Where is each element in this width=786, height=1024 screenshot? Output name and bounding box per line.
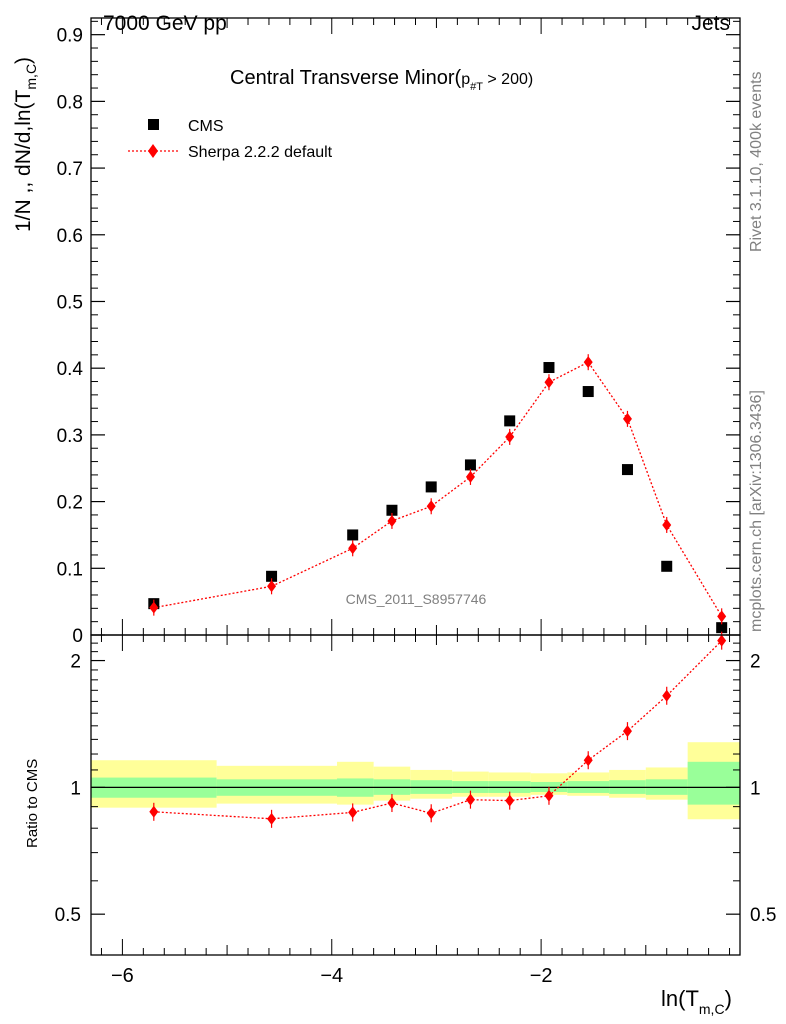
main-y-tick-label: 0.6 (57, 226, 83, 247)
mc-data-point (465, 470, 475, 483)
ratio-plot: 0.5 0.5 1 1 2 2 −6 −4 −2 Ratio to CMS ln(Tm,C) (24, 18, 776, 1017)
plot-title: Central Transverse Minor(p#T > 200) (230, 67, 533, 93)
mc-data-point (662, 518, 672, 531)
legend-cms-label: CMS (188, 118, 224, 135)
ratio-data-point (583, 754, 593, 767)
cms-data-point (266, 570, 278, 582)
ratio-y-tick-label: 1 (70, 778, 81, 799)
mc-data-point (505, 430, 515, 443)
mc-data-point (387, 514, 397, 527)
cms-data-point (621, 464, 633, 476)
ratio-data-point (717, 634, 727, 647)
ratio-data-point (622, 725, 632, 738)
main-plot: CMS_2011_S8957746 0 0.1 0.2 0.3 0.4 0.5 0.6 0.7… (12, 17, 741, 647)
main-y-tick-label: 0.2 (57, 493, 83, 514)
mc-data-point (267, 580, 277, 593)
ratio-data-point (387, 797, 397, 810)
legend-mc-marker (148, 144, 158, 158)
ratio-y-tick-label: 0.5 (55, 905, 81, 926)
ratio-data-point (149, 805, 159, 818)
cms-data-point (543, 362, 555, 374)
header-process-label: Jets (691, 12, 730, 35)
legend: CMS Sherpa 2.2.2 default (128, 118, 333, 161)
cms-data-point (464, 459, 476, 471)
mcplots-reference-label: mcplots.cern.ch [arXiv:1306.3436] (748, 390, 765, 632)
main-plot-frame (90, 17, 741, 636)
ratio-data-point (267, 812, 277, 825)
ratio-data-point (662, 689, 672, 702)
main-y-tick-label: 0.7 (57, 159, 83, 180)
main-y-tick-label: 0.3 (57, 426, 83, 447)
main-y-tick-label: 0.1 (57, 559, 83, 580)
analysis-watermark: CMS_2011_S8957746 (346, 591, 487, 607)
main-y-tick-label: 0.8 (57, 92, 83, 113)
ratio-data-point (465, 793, 475, 806)
cms-data-point (661, 560, 673, 572)
rivet-version-label: Rivet 3.1.10, 400k events (748, 71, 765, 252)
x-tick-label: −4 (320, 965, 343, 987)
main-y-tick-label: 0.4 (57, 359, 84, 380)
main-y-tick-label: 0.9 (57, 26, 83, 47)
x-tick-label: −6 (111, 965, 134, 987)
ratio-y-tick-label-right: 2 (750, 652, 761, 673)
mc-data-point (717, 610, 727, 623)
header-energy-label: 7000 GeV pp (103, 12, 227, 35)
ratio-y-tick-label-right: 1 (750, 778, 761, 799)
cms-data-point (347, 529, 359, 541)
ratio-y-tick-label: 2 (70, 652, 81, 673)
ratio-data-point (426, 807, 436, 820)
main-y-axis-label: 1/N ,, dN/d,ln(Tm,C) (12, 57, 39, 232)
ratio-data-point (505, 794, 515, 807)
main-y-tick-label: 0 (72, 626, 83, 647)
cms-data-point (425, 481, 437, 493)
ratio-data-point (544, 789, 554, 802)
mc-data-point (348, 542, 358, 555)
legend-mc-label: Sherpa 2.2.2 default (188, 144, 333, 161)
mc-data-point (583, 356, 593, 369)
cms-data-point (504, 415, 516, 427)
main-y-tick-label: 0.5 (57, 292, 83, 313)
ratio-y-tick-label-right: 0.5 (750, 905, 776, 926)
legend-cms-marker (148, 119, 159, 130)
ratio-mc-line (153, 640, 723, 820)
ratio-uncertainty-band-inner (687, 761, 740, 805)
x-axis-label: ln(Tm,C) (661, 986, 732, 1017)
mc-data-point (149, 601, 159, 614)
ratio-y-axis-label: Ratio to CMS (24, 759, 41, 848)
cms-data-point (582, 386, 594, 398)
ratio-plot-frame (90, 634, 741, 956)
mc-data-point (622, 412, 632, 425)
mc-data-point (426, 500, 436, 513)
mc-data-point (544, 376, 554, 389)
cms-data-point (716, 622, 728, 634)
mc-prediction-line (153, 361, 723, 617)
ratio-data-point (348, 806, 358, 819)
x-tick-label: −2 (530, 965, 553, 987)
cms-data-point (386, 504, 398, 516)
